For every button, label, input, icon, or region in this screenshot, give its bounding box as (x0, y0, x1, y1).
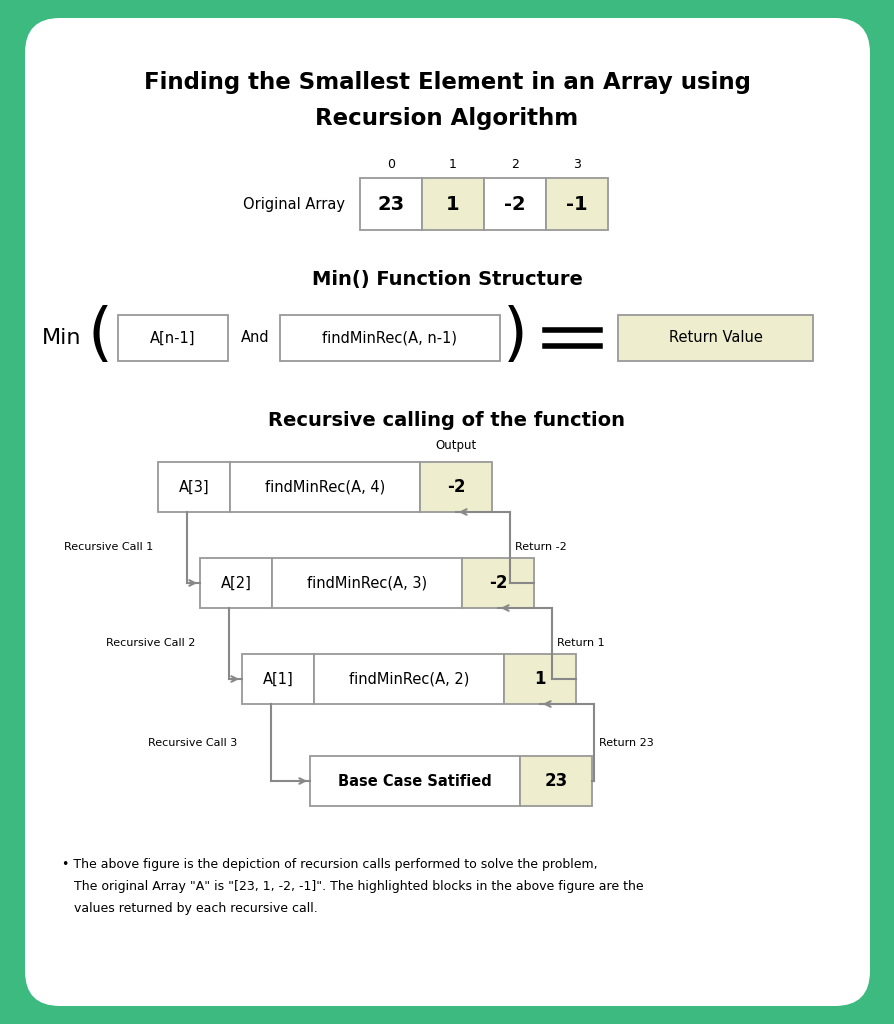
Text: Min: Min (42, 328, 81, 348)
FancyBboxPatch shape (272, 558, 461, 608)
FancyBboxPatch shape (503, 654, 576, 705)
Text: Recursive Call 2: Recursive Call 2 (105, 639, 195, 648)
FancyBboxPatch shape (461, 558, 534, 608)
FancyBboxPatch shape (199, 558, 272, 608)
FancyBboxPatch shape (280, 315, 500, 361)
Text: 1: 1 (534, 670, 545, 688)
Text: Finding the Smallest Element in an Array using: Finding the Smallest Element in an Array… (143, 71, 749, 93)
Text: Recursion Algorithm: Recursion Algorithm (315, 106, 578, 129)
Text: findMinRec(A, 2): findMinRec(A, 2) (349, 672, 468, 686)
Text: 2: 2 (510, 158, 519, 171)
Text: -1: -1 (566, 195, 587, 213)
Text: And: And (240, 331, 269, 345)
FancyBboxPatch shape (419, 462, 492, 512)
Text: findMinRec(A, 3): findMinRec(A, 3) (307, 575, 426, 591)
FancyBboxPatch shape (545, 178, 607, 230)
FancyBboxPatch shape (519, 756, 591, 806)
Text: • The above figure is the depiction of recursion calls performed to solve the pr: • The above figure is the depiction of r… (62, 858, 597, 871)
Text: Recursive calling of the function: Recursive calling of the function (268, 411, 625, 429)
FancyBboxPatch shape (422, 178, 484, 230)
Text: Base Case Satified: Base Case Satified (338, 773, 492, 788)
FancyBboxPatch shape (241, 654, 314, 705)
Text: 23: 23 (544, 772, 567, 790)
Text: findMinRec(A, n-1): findMinRec(A, n-1) (322, 331, 457, 345)
Text: findMinRec(A, 4): findMinRec(A, 4) (265, 479, 384, 495)
Text: The original Array "A" is "[23, 1, -2, -1]". The highlighted blocks in the above: The original Array "A" is "[23, 1, -2, -… (62, 880, 643, 893)
Text: -2: -2 (488, 574, 507, 592)
Text: 3: 3 (572, 158, 580, 171)
Text: Return Value: Return Value (668, 331, 762, 345)
FancyBboxPatch shape (618, 315, 812, 361)
Text: 1: 1 (449, 158, 457, 171)
Text: A[n-1]: A[n-1] (150, 331, 196, 345)
FancyBboxPatch shape (25, 18, 869, 1006)
Text: A[2]: A[2] (220, 575, 251, 591)
Text: Original Array: Original Array (243, 197, 344, 212)
FancyBboxPatch shape (309, 756, 519, 806)
Text: Output: Output (434, 439, 477, 452)
FancyBboxPatch shape (230, 462, 419, 512)
Text: A[1]: A[1] (262, 672, 293, 686)
Text: -2: -2 (503, 195, 525, 213)
FancyBboxPatch shape (484, 178, 545, 230)
Text: Return -2: Return -2 (514, 543, 566, 553)
Text: 1: 1 (446, 195, 460, 213)
Text: values returned by each recursive call.: values returned by each recursive call. (62, 902, 317, 915)
Text: 23: 23 (377, 195, 404, 213)
Text: Return 1: Return 1 (556, 639, 604, 648)
FancyBboxPatch shape (158, 462, 230, 512)
FancyBboxPatch shape (359, 178, 422, 230)
Text: Recursive Call 3: Recursive Call 3 (148, 737, 237, 748)
Text: -2: -2 (446, 478, 465, 496)
Text: ): ) (502, 305, 527, 367)
Text: Min() Function Structure: Min() Function Structure (311, 270, 582, 290)
FancyBboxPatch shape (118, 315, 228, 361)
Text: Return 23: Return 23 (598, 737, 653, 748)
Text: 0: 0 (386, 158, 394, 171)
Text: A[3]: A[3] (179, 479, 209, 495)
Text: Recursive Call 1: Recursive Call 1 (63, 543, 153, 553)
FancyBboxPatch shape (314, 654, 503, 705)
Text: (: ( (88, 305, 113, 367)
